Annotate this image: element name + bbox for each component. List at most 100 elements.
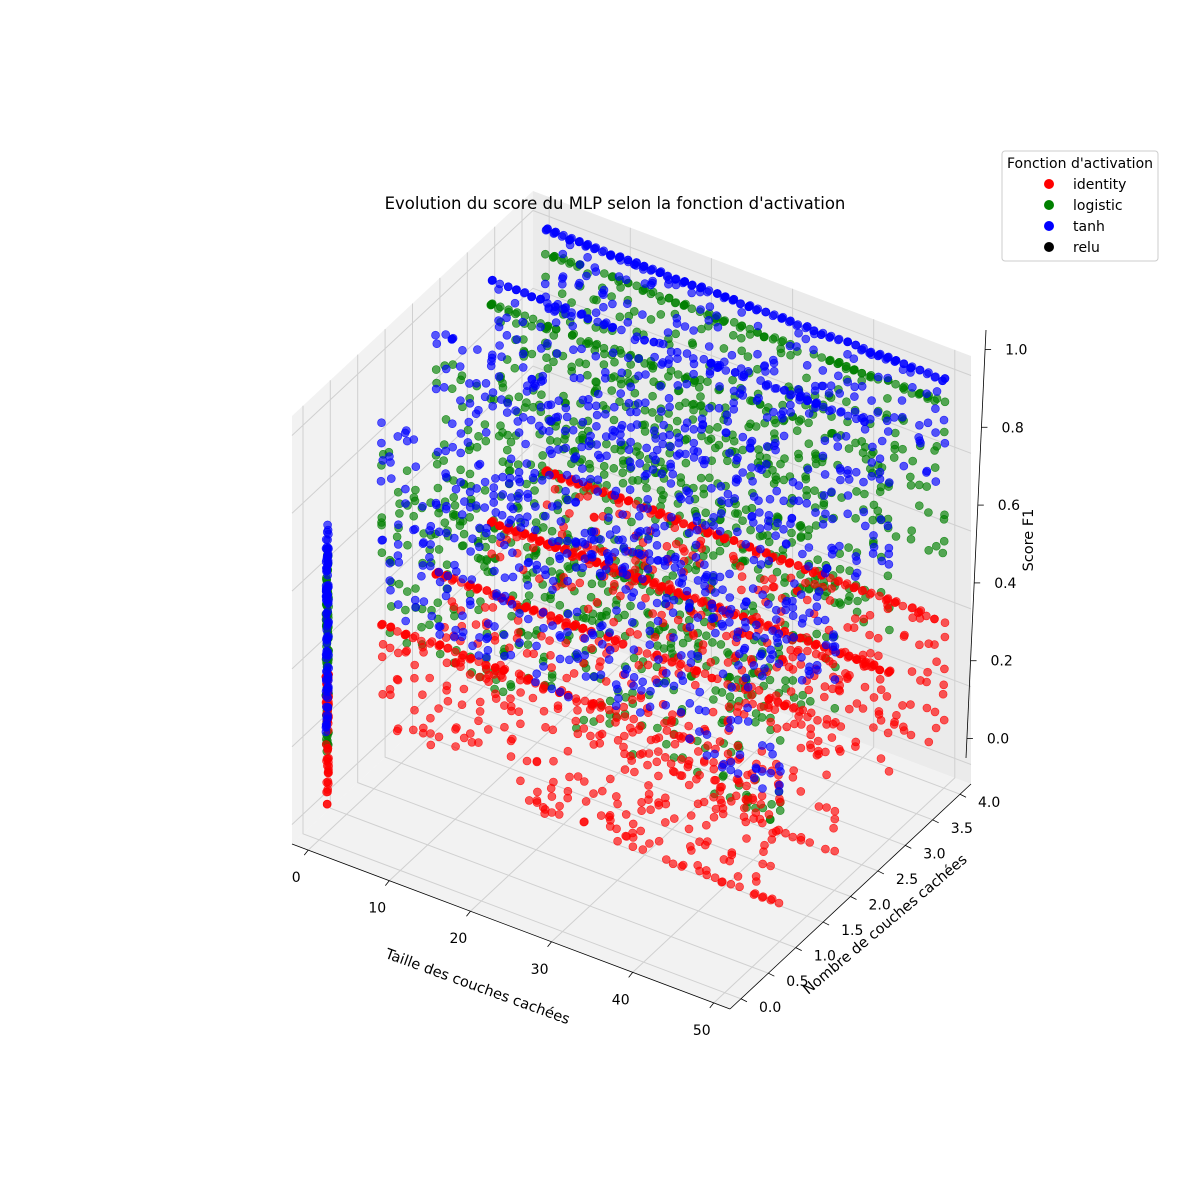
point-tanh bbox=[857, 381, 867, 391]
point-tanh bbox=[592, 440, 602, 449]
point-tanh bbox=[451, 625, 461, 635]
point-tanh bbox=[635, 708, 645, 717]
point-tanh bbox=[578, 417, 588, 427]
point-tanh bbox=[386, 474, 396, 483]
point-logistic bbox=[914, 501, 924, 511]
axis-ticks: 010203040500.00.51.01.52.02.53.03.54.00.… bbox=[292, 329, 1027, 1039]
point-logistic bbox=[586, 592, 596, 602]
x-tick-label: 50 bbox=[693, 1023, 711, 1039]
point-tanh bbox=[468, 534, 477, 544]
point-tanh bbox=[577, 309, 586, 319]
point-tanh bbox=[665, 402, 674, 412]
point-tanh bbox=[843, 349, 852, 359]
point-tanh bbox=[583, 252, 592, 262]
point-tanh bbox=[654, 655, 663, 664]
point-logistic bbox=[844, 444, 854, 453]
point-identity bbox=[323, 785, 333, 794]
point-logistic bbox=[776, 344, 786, 354]
point-tanh bbox=[545, 470, 554, 480]
point-tanh bbox=[883, 373, 893, 383]
point-identity bbox=[882, 692, 892, 701]
point-logistic bbox=[718, 772, 728, 781]
point-identity bbox=[702, 870, 712, 880]
point-logistic bbox=[719, 317, 729, 326]
point-tanh bbox=[709, 512, 718, 522]
point-tanh bbox=[481, 428, 491, 437]
point-identity bbox=[641, 593, 650, 603]
point-tanh bbox=[637, 685, 646, 695]
point-identity bbox=[860, 682, 870, 692]
point-logistic bbox=[609, 463, 619, 473]
point-identity bbox=[907, 667, 917, 676]
point-identity bbox=[410, 631, 420, 641]
point-tanh bbox=[715, 382, 724, 391]
point-identity bbox=[764, 810, 774, 819]
z-axis-label: Score F1 bbox=[1021, 509, 1037, 572]
point-tanh bbox=[480, 503, 490, 512]
point-tanh bbox=[611, 701, 621, 711]
point-logistic bbox=[616, 283, 625, 292]
point-identity bbox=[772, 724, 782, 733]
point-logistic bbox=[465, 512, 475, 522]
point-logistic bbox=[795, 521, 805, 531]
point-identity bbox=[410, 673, 419, 683]
point-identity bbox=[686, 846, 696, 855]
point-logistic bbox=[629, 653, 639, 663]
point-tanh bbox=[558, 249, 568, 259]
point-tanh bbox=[860, 424, 870, 434]
point-identity bbox=[538, 802, 548, 812]
point-tanh bbox=[630, 335, 640, 345]
point-identity bbox=[625, 627, 635, 637]
point-tanh bbox=[425, 561, 435, 571]
point-tanh bbox=[614, 253, 624, 262]
point-identity bbox=[890, 598, 900, 607]
y-tick-mark bbox=[877, 870, 885, 875]
point-identity bbox=[507, 734, 517, 744]
point-tanh bbox=[865, 414, 875, 424]
point-tanh bbox=[593, 487, 603, 496]
point-identity bbox=[575, 578, 585, 588]
point-tanh bbox=[322, 651, 331, 660]
point-identity bbox=[625, 723, 635, 733]
point-tanh bbox=[707, 599, 717, 609]
y-tick-mark bbox=[822, 921, 830, 926]
point-tanh bbox=[889, 413, 899, 422]
point-tanh bbox=[432, 500, 441, 510]
point-tanh bbox=[836, 466, 845, 475]
point-tanh bbox=[794, 496, 804, 506]
point-identity bbox=[939, 715, 949, 725]
point-tanh bbox=[747, 436, 757, 446]
point-tanh bbox=[850, 382, 860, 392]
point-identity bbox=[483, 725, 493, 734]
point-tanh bbox=[754, 496, 763, 506]
point-identity bbox=[796, 660, 806, 669]
point-identity bbox=[802, 633, 811, 642]
point-identity bbox=[930, 614, 939, 624]
point-tanh bbox=[492, 589, 501, 598]
point-identity bbox=[858, 704, 868, 713]
point-tanh bbox=[502, 408, 512, 417]
point-tanh bbox=[610, 548, 620, 557]
point-identity bbox=[532, 757, 542, 767]
point-tanh bbox=[632, 258, 641, 267]
point-tanh bbox=[687, 280, 697, 290]
point-identity bbox=[660, 818, 670, 827]
point-tanh bbox=[620, 669, 630, 679]
point-tanh bbox=[670, 554, 680, 564]
point-identity bbox=[393, 648, 403, 658]
point-logistic bbox=[502, 445, 512, 455]
point-tanh bbox=[586, 549, 596, 559]
point-tanh bbox=[589, 527, 599, 537]
point-identity bbox=[565, 772, 574, 782]
point-identity bbox=[609, 579, 619, 589]
point-logistic bbox=[464, 445, 474, 455]
point-logistic bbox=[719, 344, 729, 353]
point-tanh bbox=[435, 577, 445, 587]
point-tanh bbox=[786, 407, 796, 417]
point-identity bbox=[611, 717, 620, 727]
point-tanh bbox=[561, 403, 571, 413]
point-tanh bbox=[788, 611, 798, 621]
point-tanh bbox=[646, 686, 655, 696]
point-identity bbox=[539, 683, 548, 693]
point-tanh bbox=[488, 388, 498, 397]
